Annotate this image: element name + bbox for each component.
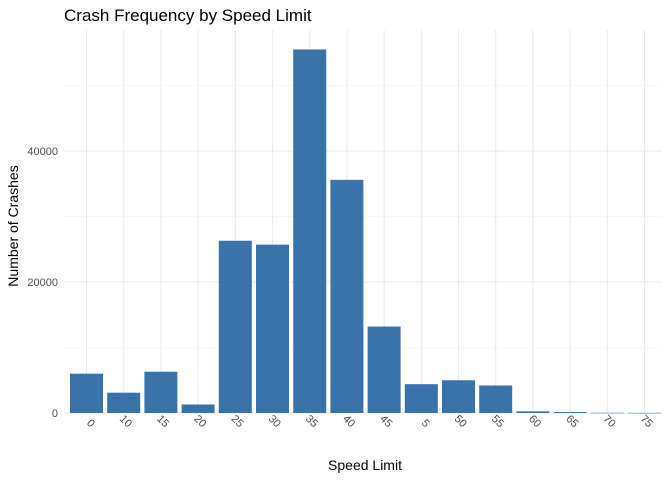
bar-30 xyxy=(256,244,289,413)
bar-0 xyxy=(70,373,103,413)
bar-20 xyxy=(181,404,215,413)
x-tick-label: 75 xyxy=(638,413,655,430)
x-tick-label: 20 xyxy=(191,413,208,430)
x-tick-label: 35 xyxy=(303,413,320,430)
bar-35 xyxy=(293,49,327,413)
x-tick-label: 55 xyxy=(489,413,506,430)
y-tick-label: 0 xyxy=(52,408,58,420)
bar-75 xyxy=(628,412,661,414)
x-tick-label: 0 xyxy=(84,417,97,430)
x-tick-label: 5 xyxy=(419,417,432,430)
x-tick-label: 30 xyxy=(266,413,283,430)
x-tick-label: 40 xyxy=(340,413,357,430)
y-axis-title: Number of Crashes xyxy=(5,165,21,286)
x-tick-label: 10 xyxy=(117,413,134,430)
x-tick-label: 25 xyxy=(229,413,246,430)
bar-40 xyxy=(330,179,364,413)
bar-5 xyxy=(404,384,438,413)
bars xyxy=(70,49,661,414)
bar-45 xyxy=(367,326,401,413)
y-tick-label: 40000 xyxy=(27,146,58,158)
bar-60 xyxy=(516,411,550,413)
y-tick-label: 20000 xyxy=(27,277,58,289)
bar-55 xyxy=(479,385,513,413)
bar-65 xyxy=(553,412,587,413)
chart-title: Crash Frequency by Speed Limit xyxy=(64,6,312,25)
bar-10 xyxy=(107,392,141,413)
bar-25 xyxy=(218,240,252,413)
y-axis-ticks: 0 20000 40000 xyxy=(27,146,58,420)
x-tick-label: 60 xyxy=(526,413,543,430)
x-tick-label: 15 xyxy=(154,413,171,430)
x-tick-label: 65 xyxy=(563,413,580,430)
x-tick-label: 70 xyxy=(601,413,618,430)
x-axis-ticks: 0 10 15 20 25 30 35 40 45 5 50 55 60 65 70 75 xyxy=(84,413,655,430)
x-tick-label: 50 xyxy=(452,413,469,430)
x-tick-label: 45 xyxy=(377,413,394,430)
bar-15 xyxy=(144,371,178,413)
bar-50 xyxy=(442,380,475,413)
bar-70 xyxy=(590,412,624,414)
x-axis-title: Speed Limit xyxy=(328,457,402,473)
